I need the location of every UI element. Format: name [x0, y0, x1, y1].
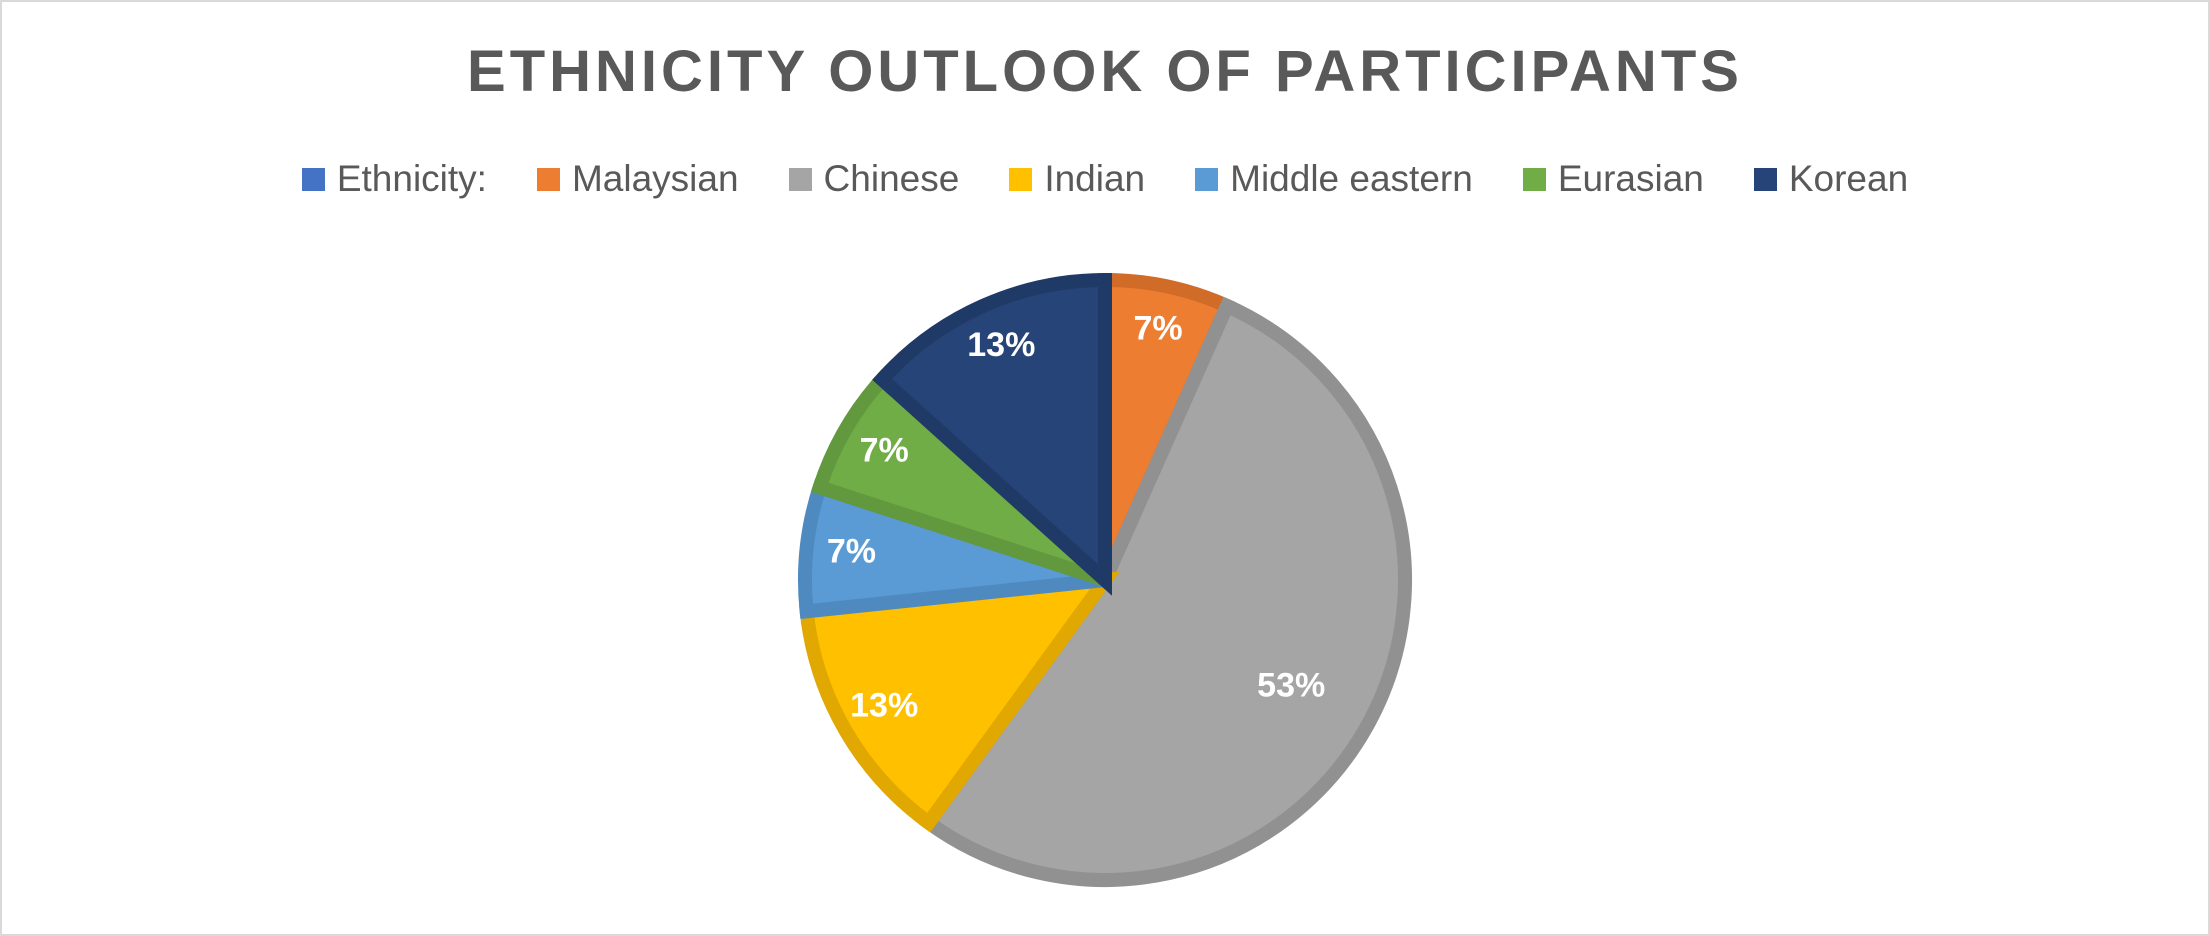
data-label-eurasian: 7% [860, 431, 909, 469]
data-label-middle-eastern: 7% [827, 532, 876, 570]
legend-item-ethnicity: Ethnicity: [301, 158, 487, 200]
legend-label-chinese: Chinese [823, 158, 960, 199]
pie-slice-chinese [918, 296, 1412, 887]
legend-label-indian: Indian [1044, 158, 1146, 199]
legend-swatch-eurasian [1522, 167, 1546, 191]
legend-label-ethnicity: Ethnicity: [336, 158, 487, 199]
legend-item-eurasian: Eurasian [1522, 158, 1704, 200]
legend-swatch-indian [1009, 167, 1033, 191]
legend-swatch-middle-eastern [1195, 167, 1219, 191]
data-label-chinese: 53% [1257, 666, 1325, 704]
data-label-korean: 13% [967, 326, 1035, 364]
legend-swatch-chinese [788, 167, 812, 191]
chart-title: ETHNICITY OUTLOOK OF PARTICIPANTS [467, 39, 1743, 104]
legend-swatch-malaysian [536, 167, 560, 191]
data-label-malaysian: 7% [1133, 310, 1182, 348]
legend-label-malaysian: Malaysian [571, 158, 739, 199]
legend-item-chinese: Chinese [788, 158, 960, 200]
pie-slice-korean [872, 272, 1112, 596]
legend-label-middle-eastern: Middle eastern [1230, 158, 1473, 199]
legend-item-malaysian: Malaysian [536, 158, 739, 200]
legend-item-korean: Korean [1753, 158, 1909, 200]
legend-swatch-korean [1753, 167, 1777, 191]
legend-label-eurasian: Eurasian [1557, 158, 1704, 199]
pie-slice-indian [798, 571, 1120, 833]
legend-item-indian: Indian [1009, 158, 1145, 200]
legend-item-middle-eastern: Middle eastern [1195, 158, 1473, 200]
legend-label-korean: Korean [1788, 158, 1909, 199]
chart-legend: Ethnicity: Malaysian Chinese Indian Middle e… [0, 158, 2210, 200]
legend-swatch-ethnicity [301, 167, 325, 191]
data-label-indian: 13% [850, 686, 918, 724]
